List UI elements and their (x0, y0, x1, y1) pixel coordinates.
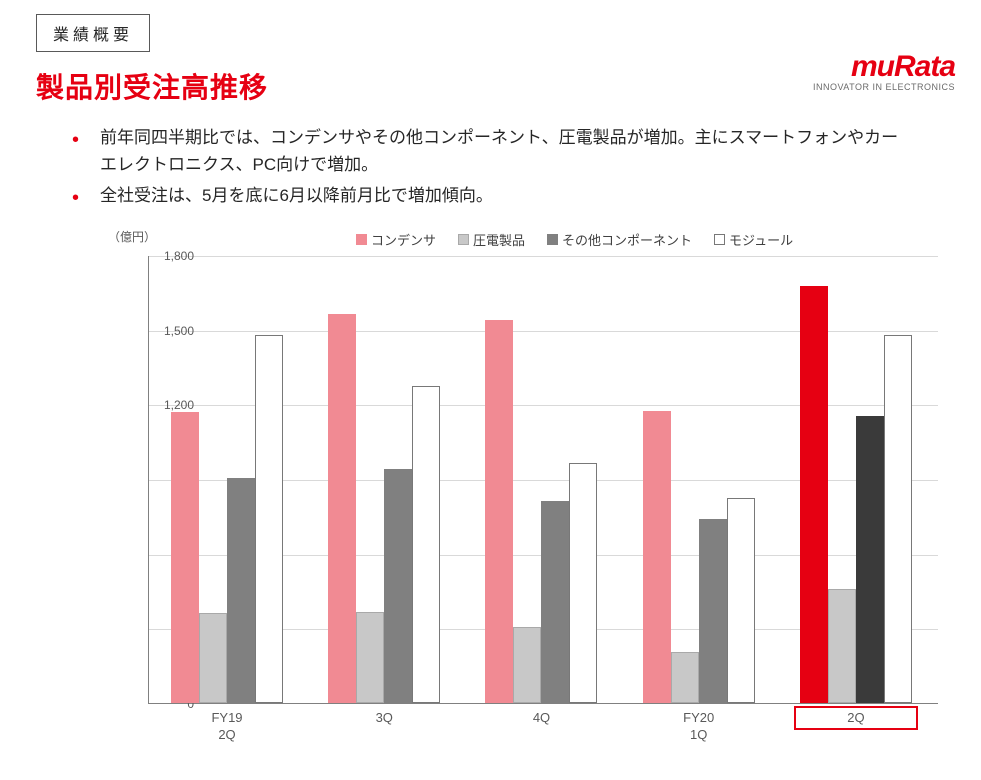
page-title: 製品別受注高推移 (36, 66, 268, 106)
bar-piezo (513, 627, 541, 703)
bar-module (884, 335, 912, 703)
orders-by-product-chart: （億円） コンデンサ 圧電製品 その他コンポーネント モジュール 0300600900… (96, 228, 946, 748)
bar-condenser (485, 320, 513, 703)
bar-module (255, 335, 283, 703)
legend-swatch (458, 234, 469, 245)
bar-piezo (356, 612, 384, 703)
legend-label: その他コンポーネント (562, 230, 692, 249)
bar-condenser (328, 314, 356, 704)
x-tick-label: 3Q (376, 710, 393, 727)
legend-swatch (714, 234, 725, 245)
plot-area: 03006009001,2001,5001,800FY19 2Q3Q4QFY20… (148, 256, 938, 704)
bar-piezo (828, 589, 856, 703)
bar-piezo (199, 613, 227, 703)
bar-group (643, 411, 755, 703)
y-tick-label: 1,800 (150, 249, 194, 263)
legend-item: モジュール (714, 230, 793, 249)
x-label-highlight (794, 706, 918, 730)
bar-other (227, 478, 255, 703)
bullet-item: 全社受注は、5月を底に6月以降前月比で増加傾向。 (72, 182, 912, 209)
x-tick-label: 4Q (533, 710, 550, 727)
logo-text: muRata (813, 50, 955, 84)
bullet-item: 前年同四半期比では、コンデンサやその他コンポーネント、圧電製品が増加。主にスマー… (72, 124, 912, 178)
legend-item: その他コンポーネント (547, 230, 692, 249)
bar-module (569, 463, 597, 703)
bar-module (727, 498, 755, 703)
chart-legend: コンデンサ 圧電製品 その他コンポーネント モジュール (356, 230, 793, 249)
legend-item: 圧電製品 (458, 230, 525, 249)
legend-label: 圧電製品 (473, 230, 525, 249)
bar-condenser (171, 412, 199, 703)
legend-swatch (547, 234, 558, 245)
y-axis-unit: （億円） (108, 228, 156, 245)
section-badge: 業績概要 (36, 14, 150, 52)
bar-group (171, 335, 283, 703)
bar-group (485, 320, 597, 703)
bar-condenser (643, 411, 671, 703)
legend-label: コンデンサ (371, 230, 436, 249)
x-tick-label: FY20 1Q (683, 710, 714, 744)
legend-swatch (356, 234, 367, 245)
bar-piezo (671, 652, 699, 703)
legend-label: モジュール (729, 230, 793, 249)
bar-module (412, 386, 440, 703)
gridline (149, 256, 938, 257)
bar-other (541, 501, 569, 703)
brand-logo: muRata INNOVATOR IN ELECTRONICS (813, 50, 955, 92)
logo-tagline: INNOVATOR IN ELECTRONICS (813, 82, 955, 92)
bar-condenser (800, 286, 828, 703)
bar-other (384, 469, 412, 703)
bar-group (328, 314, 440, 704)
bar-other (856, 416, 884, 703)
bar-other (699, 519, 727, 703)
x-tick-label: FY19 2Q (211, 710, 242, 744)
bar-group (800, 286, 912, 703)
bullet-list: 前年同四半期比では、コンデンサやその他コンポーネント、圧電製品が増加。主にスマー… (72, 124, 912, 214)
legend-item: コンデンサ (356, 230, 436, 249)
